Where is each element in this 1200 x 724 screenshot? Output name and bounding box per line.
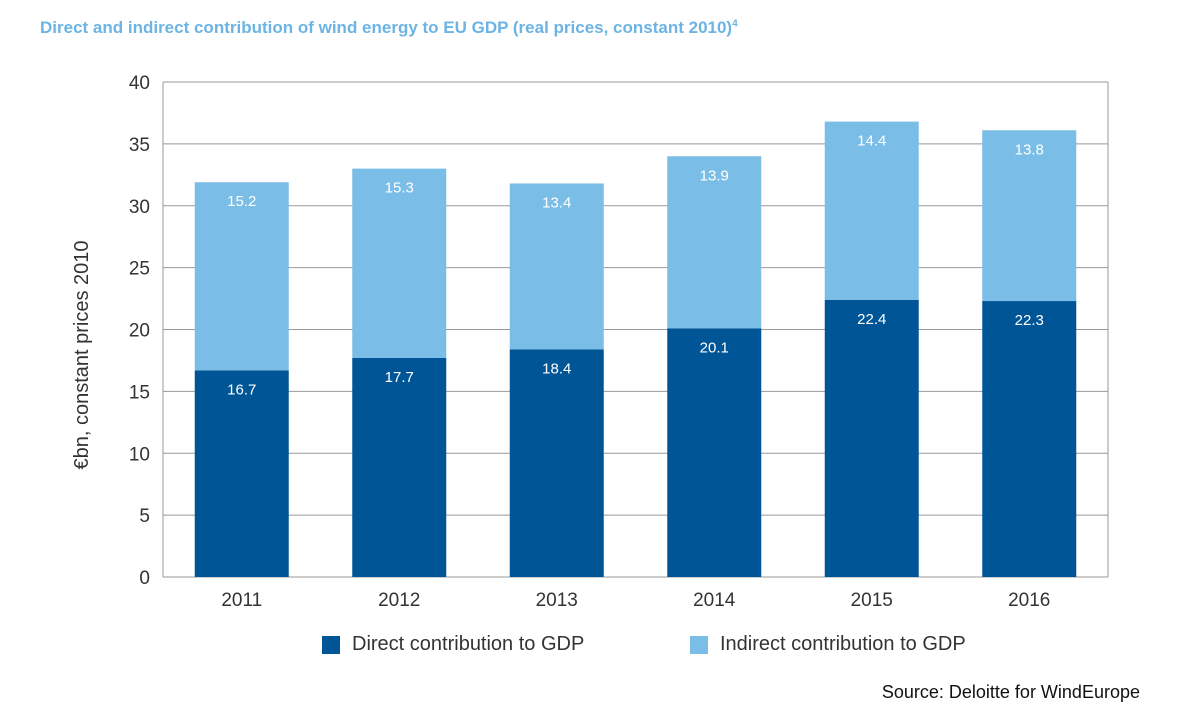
legend: Direct contribution to GDP Indirect cont… <box>0 633 1200 661</box>
data-label: 22.3 <box>1015 312 1044 329</box>
y-tick-label: 5 <box>139 506 150 527</box>
data-label: 13.4 <box>542 194 571 211</box>
data-label: 18.4 <box>542 360 571 377</box>
data-label: 20.1 <box>700 339 729 356</box>
bar-direct-2015 <box>824 299 919 577</box>
x-tick-label: 2015 <box>851 590 893 611</box>
legend-item-direct: Direct contribution to GDP <box>322 633 584 656</box>
legend-label-direct: Direct contribution to GDP <box>352 633 585 655</box>
legend-swatch-direct <box>322 635 340 654</box>
data-label: 16.7 <box>227 381 256 398</box>
title-footnote-marker: 4 <box>732 18 738 30</box>
y-tick-label: 0 <box>139 568 150 589</box>
y-axis-ticks: 0 5 10 15 20 25 30 35 40 <box>129 73 150 589</box>
bar-indirect-2013 <box>509 183 604 350</box>
bar-direct-2016 <box>982 301 1077 577</box>
legend-swatch-indirect <box>690 635 708 654</box>
bar-indirect-2016 <box>982 130 1077 302</box>
legend-item-indirect: Indirect contribution to GDP <box>690 633 966 656</box>
y-tick-label: 15 <box>129 382 150 403</box>
bar-indirect-2014 <box>667 156 762 329</box>
y-tick-label: 10 <box>129 444 150 465</box>
y-tick-label: 25 <box>129 259 150 280</box>
gridlines <box>162 81 1109 578</box>
x-tick-label: 2016 <box>1008 590 1050 611</box>
data-label: 14.4 <box>857 133 886 150</box>
x-tick-label: 2012 <box>378 590 420 611</box>
data-label: 13.9 <box>700 167 729 184</box>
x-axis-ticks: 2011 2012 2013 2014 2015 2016 <box>221 590 1050 611</box>
y-tick-label: 40 <box>129 73 150 94</box>
bar-direct-2013 <box>509 349 604 577</box>
bar-indirect-2012 <box>352 168 447 358</box>
bars <box>194 121 1077 577</box>
bar-indirect-2011 <box>194 182 289 371</box>
y-tick-label: 35 <box>129 135 150 156</box>
bar-direct-2011 <box>194 370 289 577</box>
bar-direct-2012 <box>352 357 447 577</box>
y-tick-label: 20 <box>129 321 150 342</box>
legend-label-indirect: Indirect contribution to GDP <box>720 633 966 655</box>
data-label: 22.4 <box>857 311 886 328</box>
chart-title: Direct and indirect contribution of wind… <box>40 18 738 37</box>
y-axis-label: €bn, constant prices 2010 <box>71 240 93 469</box>
data-label: 15.3 <box>385 180 414 197</box>
data-labels: 16.7 15.2 17.7 15.3 18.4 13.4 20.1 13.9 22.4 14.4… <box>227 133 1044 399</box>
bar-direct-2014 <box>667 328 762 577</box>
data-label: 17.7 <box>385 369 414 386</box>
data-label: 15.2 <box>227 193 256 210</box>
x-tick-label: 2014 <box>693 590 736 611</box>
source-note: Source: Deloitte for WindEurope <box>881 682 1140 702</box>
x-tick-label: 2013 <box>536 590 578 611</box>
data-label: 13.8 <box>1015 141 1044 158</box>
x-tick-label: 2011 <box>221 590 262 611</box>
y-tick-label: 30 <box>129 197 150 218</box>
bar-indirect-2015 <box>824 121 919 300</box>
